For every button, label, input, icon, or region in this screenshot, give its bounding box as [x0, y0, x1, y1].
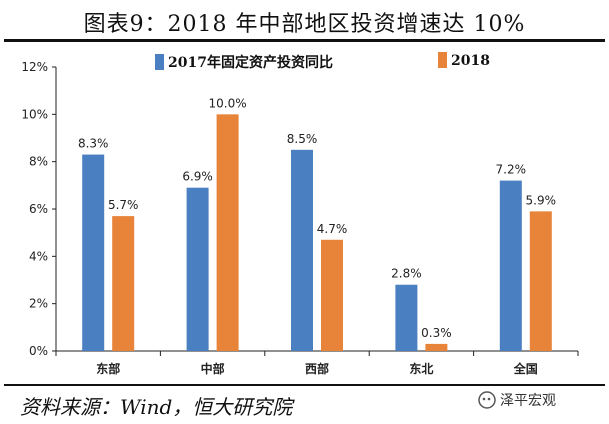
legend-swatch-2018	[438, 52, 447, 68]
data-label: 5.9%	[526, 193, 557, 207]
y-tick-label: 10%	[21, 107, 48, 121]
bar-2018	[321, 239, 343, 351]
bar-2017	[291, 149, 313, 351]
watermark: 泽平宏观	[500, 393, 556, 409]
y-tick-label: 4%	[29, 249, 48, 263]
bar-2018	[529, 211, 552, 351]
data-label: 2.8%	[391, 267, 422, 281]
x-tick-label: 西部	[305, 361, 329, 376]
y-tick-label: 12%	[21, 60, 48, 74]
x-tick-label: 全国	[513, 361, 538, 376]
bar-2017	[499, 180, 522, 351]
page-title: 图表9：2018 年中部地区投资增速达 10%	[83, 12, 526, 37]
legend-item-2018: 2018	[438, 52, 490, 69]
wechat-icon	[478, 391, 496, 409]
legend-label-2017: 2017年固定资产投资同比	[168, 55, 333, 71]
data-label: 6.9%	[182, 170, 213, 184]
bar-2018	[216, 114, 239, 351]
bar-2017	[395, 284, 418, 351]
data-label: 4.7%	[317, 222, 348, 236]
bar-2017	[186, 187, 209, 351]
bar-2018	[425, 343, 448, 351]
data-label: 7.2%	[496, 163, 527, 177]
bottom-rule	[4, 384, 605, 386]
data-label: 8.3%	[78, 137, 109, 151]
title-rule	[4, 39, 605, 42]
data-label: 5.7%	[108, 198, 139, 212]
data-label: 10.0%	[209, 96, 247, 110]
bar-2017	[82, 154, 105, 351]
x-tick-label: 东部	[96, 361, 120, 376]
y-tick-label: 2%	[29, 297, 48, 311]
y-tick-label: 0%	[29, 344, 48, 358]
y-tick-label: 6%	[29, 202, 48, 216]
legend-label-2018: 2018	[451, 53, 490, 69]
source-note: 资料来源：Wind，恒大研究院	[20, 395, 293, 419]
data-label: 8.5%	[287, 132, 318, 146]
legend-item-2017: 2017年固定资产投资同比	[155, 52, 333, 72]
x-tick-label: 东北	[409, 361, 433, 376]
data-label: 0.3%	[421, 326, 452, 340]
legend-swatch-2017	[155, 54, 164, 70]
bar-2018	[112, 216, 135, 351]
x-tick-label: 中部	[201, 361, 225, 376]
y-tick-label: 8%	[29, 155, 48, 169]
